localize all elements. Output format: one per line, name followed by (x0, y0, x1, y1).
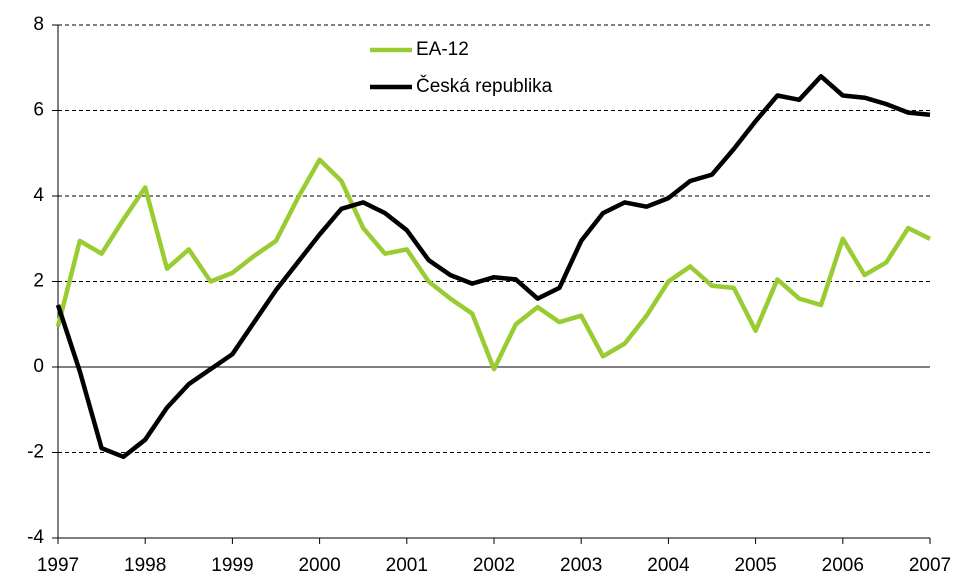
y-tick-label: 6 (33, 100, 44, 121)
series-line (55, 157, 931, 372)
series-line (55, 74, 931, 460)
x-tick-label: 2000 (298, 555, 340, 576)
x-tick-label: 2001 (386, 555, 428, 576)
y-tick-label: 4 (33, 185, 44, 206)
x-tick-label: 2004 (647, 555, 690, 576)
y-tick-label: 0 (33, 356, 44, 377)
x-tick-label: 2007 (909, 555, 951, 576)
x-tick-label: 1997 (37, 555, 79, 576)
x-tick-label: 1999 (211, 555, 253, 576)
y-tick-label: 8 (33, 14, 44, 35)
legend-label: Česká republika (416, 75, 553, 97)
y-tick-label: 2 (33, 271, 44, 292)
legend-label: EA-12 (416, 39, 469, 60)
y-tick-label: -4 (27, 527, 44, 548)
x-tick-label: 2003 (560, 555, 602, 576)
x-tick-label: 2005 (734, 555, 776, 576)
y-tick-label: -2 (27, 442, 44, 463)
x-tick-label: 2006 (822, 555, 864, 576)
x-tick-label: 2002 (473, 555, 515, 576)
x-tick-label: 1998 (124, 555, 166, 576)
